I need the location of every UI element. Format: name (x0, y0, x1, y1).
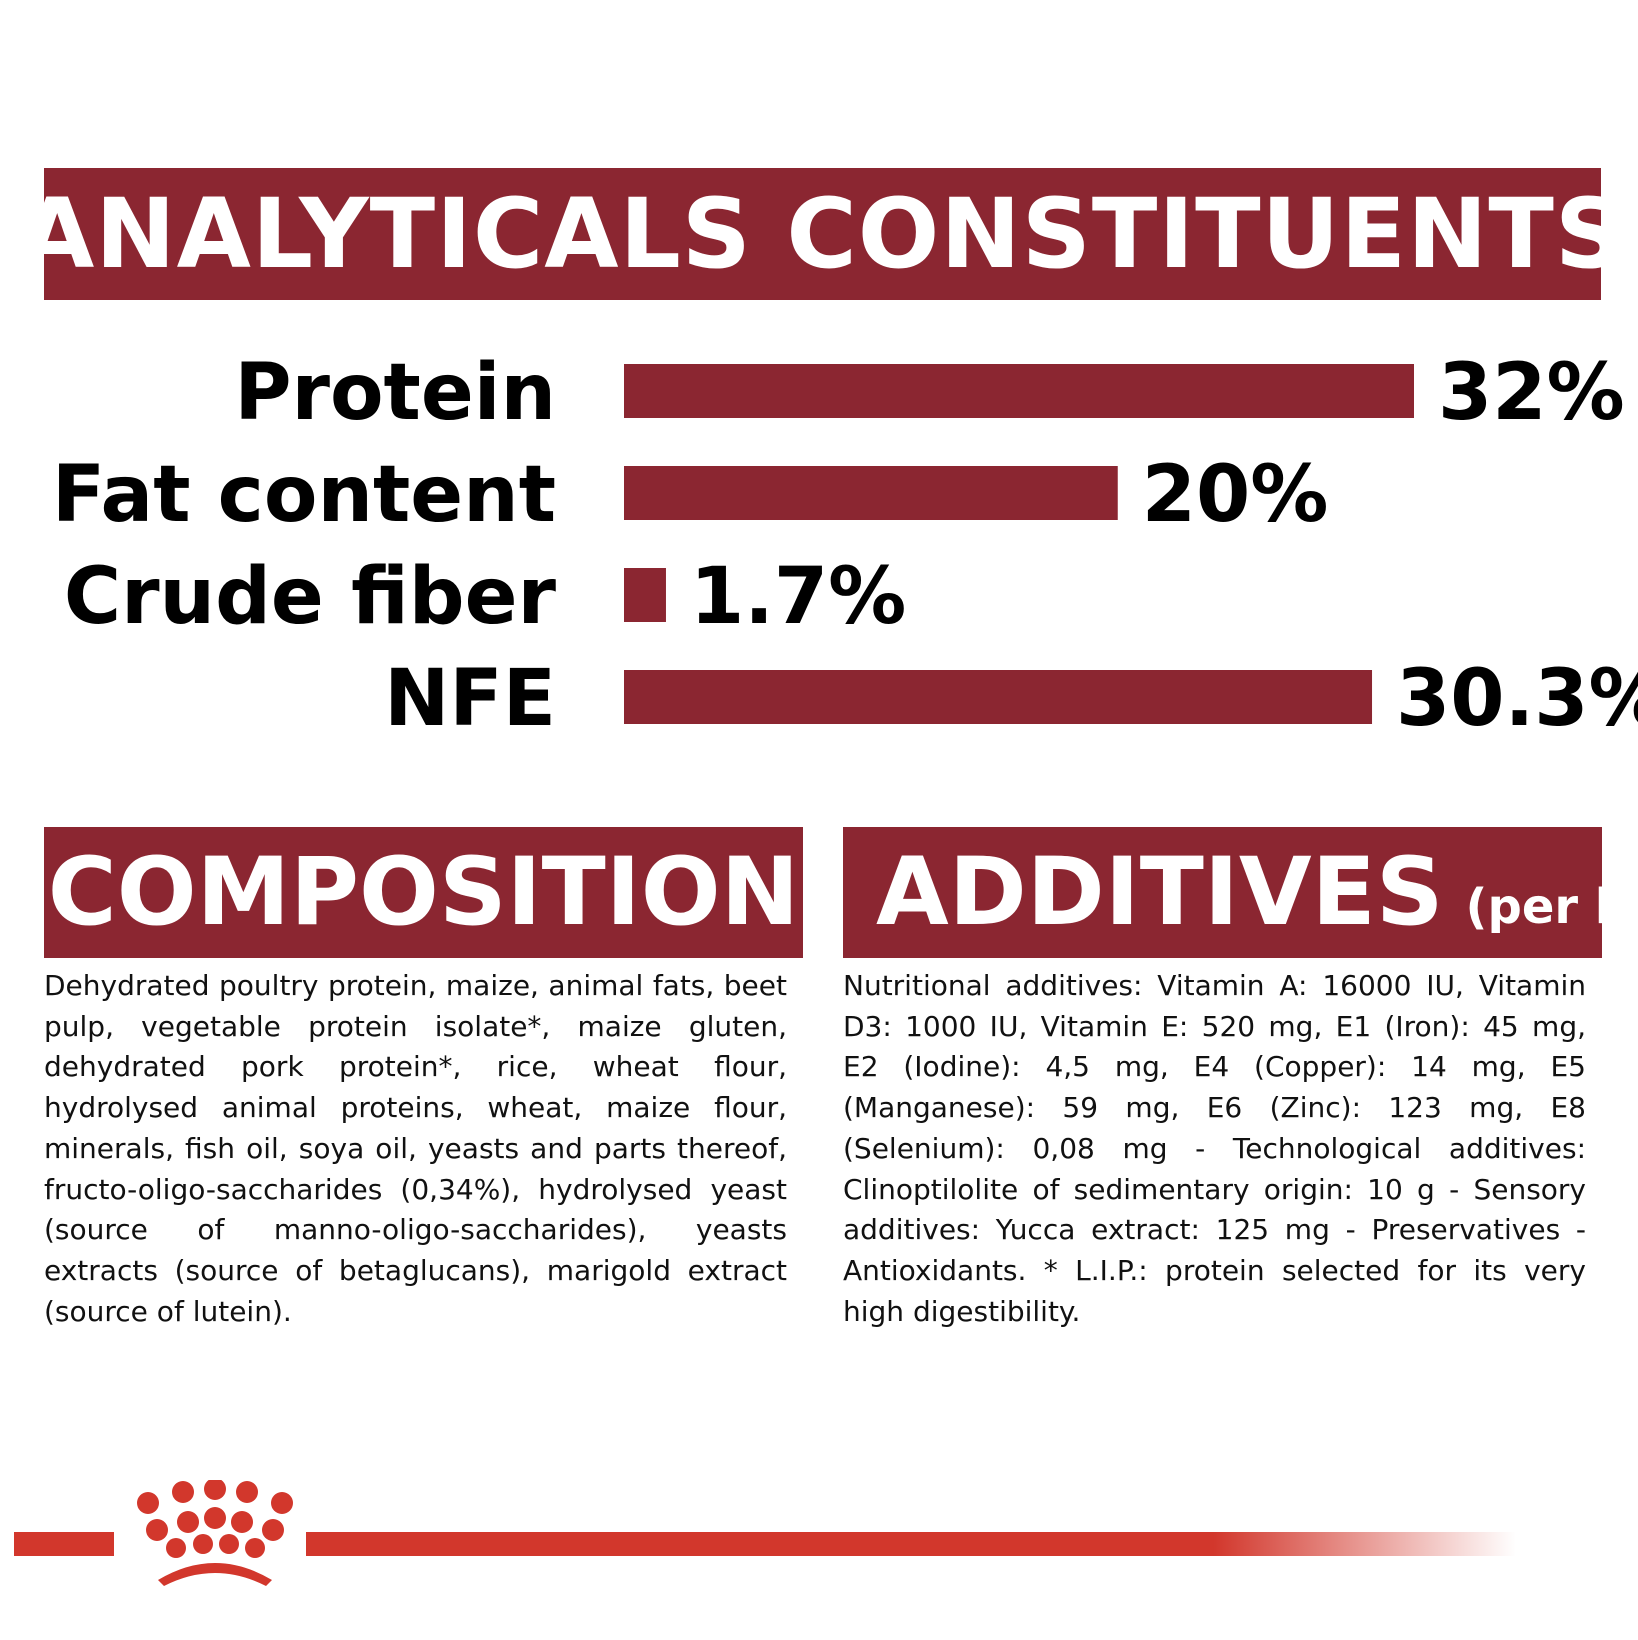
value-label: 32% (1438, 348, 1625, 438)
footer-brand-line (14, 1480, 1516, 1586)
additives-text: Nutritional additives: Vitamin A: 16000 … (843, 969, 1586, 1328)
analytics-title: ANALYTICALS CONSTITUENTS (19, 178, 1626, 290)
category-label: Protein (234, 348, 556, 438)
bar (624, 670, 1373, 724)
value-label: 20% (1142, 450, 1329, 540)
additives-subtitle: (per kg) (1465, 878, 1638, 935)
footer-line-right (306, 1532, 1516, 1556)
value-label: 1.7% (690, 552, 906, 642)
additives-title: ADDITIVES (876, 838, 1444, 947)
footer-line-left (14, 1532, 114, 1556)
category-label: Fat content (52, 450, 556, 540)
category-label: NFE (384, 654, 556, 744)
crown-logo-icon (137, 1480, 293, 1586)
bar (624, 568, 666, 622)
category-label: Crude fiber (64, 552, 557, 642)
constituents-chart: Protein 32% Fat content 20% Crude fiber 1.7% N… (52, 348, 1638, 744)
bar (624, 364, 1414, 418)
composition-text: Dehydrated poultry protein, maize, anima… (44, 969, 787, 1328)
value-label: 30.3% (1396, 654, 1638, 744)
bar (624, 466, 1118, 520)
additives-banner: ADDITIVES (per kg) (843, 827, 1638, 958)
analytics-banner: ANALYTICALS CONSTITUENTS (20, 168, 1624, 300)
composition-title: COMPOSITION (47, 838, 800, 947)
composition-banner: COMPOSITION (44, 827, 803, 958)
